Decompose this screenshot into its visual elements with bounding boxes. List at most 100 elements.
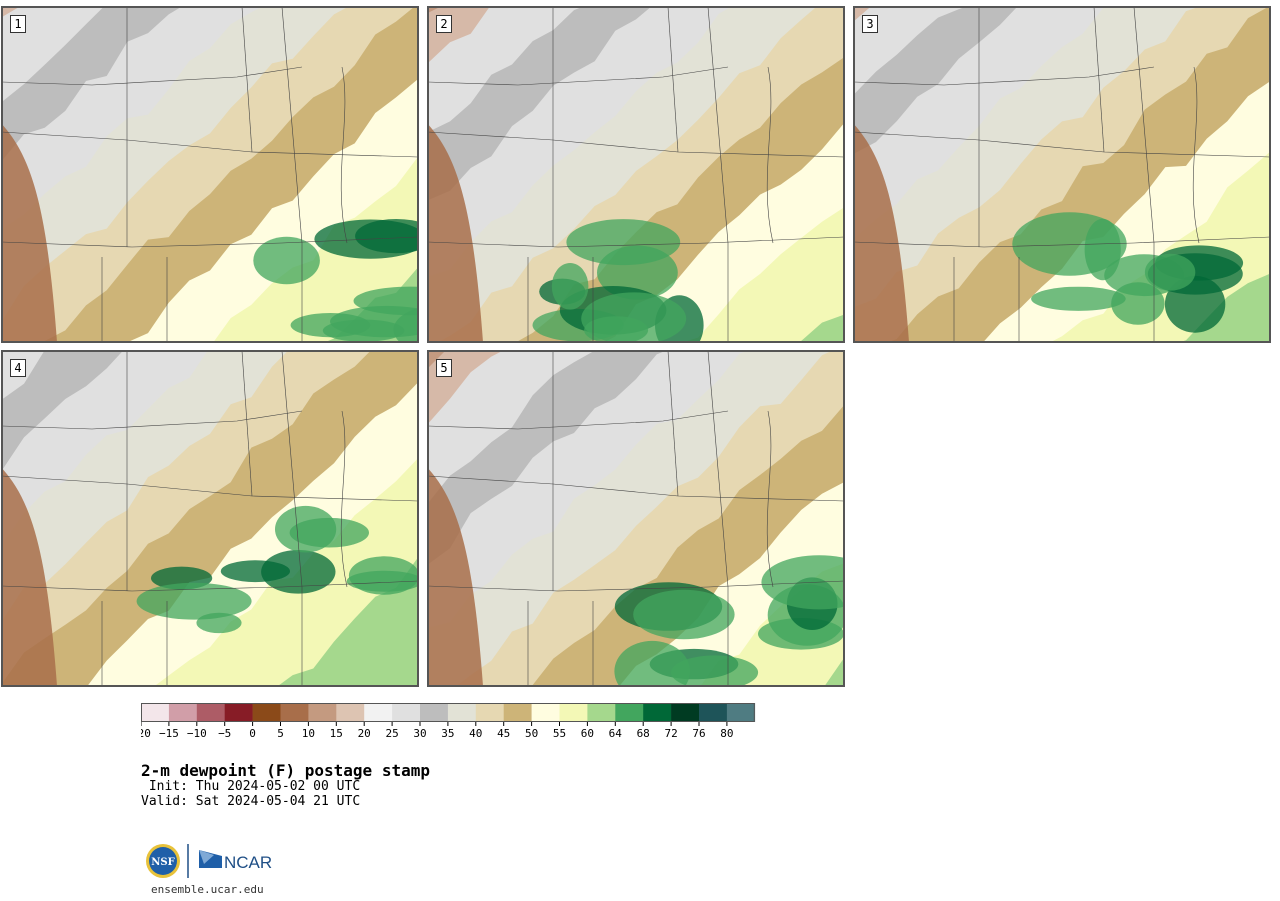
colorbar-swatch: [671, 703, 700, 722]
colorbar-swatch: [643, 703, 672, 722]
state-border: [1093, 7, 1105, 153]
state-border: [281, 7, 303, 244]
state-border: [241, 351, 253, 497]
state-border: [667, 7, 679, 153]
member-number: 4: [10, 359, 26, 377]
panel-frame: [428, 351, 844, 686]
moisture-cell: [261, 550, 336, 594]
dewpoint-band: [428, 124, 844, 342]
moisture-cell: [136, 582, 252, 620]
moisture-cell: [275, 505, 337, 553]
colorbar-label: 80: [720, 727, 733, 740]
member-number: 2: [436, 15, 452, 33]
moisture-cell: [220, 560, 290, 583]
state-border: [854, 131, 1270, 158]
stamp-panel-5: 5: [427, 350, 845, 687]
colorbar-label: 60: [581, 727, 594, 740]
state-border: [667, 351, 679, 497]
moisture-cell: [671, 655, 759, 686]
moisture-cell: [581, 292, 687, 342]
plot-title: 2-m dewpoint (F) postage stamp: [141, 761, 430, 780]
colorbar-label: 55: [553, 727, 566, 740]
ncar-logo-text: NCAR: [224, 853, 272, 872]
init-time: Init: Thu 2024-05-02 00 UTC: [141, 779, 361, 794]
state-border: [2, 580, 418, 592]
state-border: [766, 66, 774, 244]
state-border: [340, 66, 348, 244]
colorbar-swatch: [420, 703, 449, 722]
moisture-cell: [566, 219, 681, 266]
dewpoint-band: [2, 157, 418, 342]
colorbar-swatch: [141, 703, 170, 722]
colorbar-swatch: [280, 703, 309, 722]
colorbar-label: 20: [358, 727, 371, 740]
colorbar-swatch: [587, 703, 616, 722]
mountain-region: [428, 468, 483, 686]
stamp-panel-3: 3: [853, 6, 1271, 343]
moisture-cell: [353, 286, 418, 316]
colorbar-swatch: [308, 703, 337, 722]
colorbar-label: 5: [277, 727, 284, 740]
colorbar-label: −20: [141, 727, 151, 740]
colorbar-label: −10: [187, 727, 207, 740]
colorbar-label: 15: [330, 727, 343, 740]
moisture-cell: [1144, 253, 1196, 291]
colorbar-frame: [141, 703, 755, 722]
stamp-panel-4: 4: [1, 350, 419, 687]
state-border: [428, 580, 844, 592]
dewpoint-band: [854, 151, 1270, 342]
dewpoint-band: [428, 561, 844, 686]
dewpoint-band: [428, 206, 844, 342]
member-number: 1: [10, 15, 26, 33]
moisture-cell: [355, 219, 418, 254]
stamp-panel-1: 1: [1, 6, 419, 343]
dewpoint-band: [428, 482, 844, 686]
nsf-logo-text: NSF: [151, 857, 174, 868]
dewpoint-map: [2, 351, 418, 686]
state-border: [340, 410, 348, 588]
colorbar-label: −15: [159, 727, 179, 740]
site-url[interactable]: ensemble.ucar.edu: [151, 883, 264, 896]
colorbar-label: 35: [441, 727, 454, 740]
colorbar-label: 0: [249, 727, 256, 740]
state-border: [2, 131, 418, 158]
state-border: [2, 66, 303, 86]
moisture-cell: [761, 555, 844, 610]
dewpoint-map: [854, 7, 1270, 342]
colorbar-label: 68: [637, 727, 650, 740]
state-border: [428, 131, 844, 158]
moisture-cell: [633, 589, 735, 640]
colorbar-label: 25: [385, 727, 398, 740]
dewpoint-map: [428, 351, 844, 686]
state-border: [766, 410, 774, 588]
state-border: [428, 475, 844, 502]
colorbar-swatch: [336, 703, 365, 722]
nsf-logo: NSF: [146, 844, 180, 878]
colorbar-label: 76: [692, 727, 705, 740]
colorbar-swatch: [364, 703, 393, 722]
colorbar-label: 72: [664, 727, 677, 740]
colorbar-swatch: [447, 703, 477, 722]
colorbar: −20 −15 −10 −5 0 5 10 15 20 25 30 35 40 45 50 55 60 64 68 7…: [141, 703, 756, 740]
colorbar-label: −5: [218, 727, 231, 740]
colorbar-swatch: [503, 703, 532, 722]
colorbar-swatch: [531, 703, 560, 722]
dewpoint-band: [2, 458, 418, 686]
state-border: [2, 410, 303, 430]
colorbar-swatch: [699, 703, 728, 722]
panel-frame: [2, 351, 418, 686]
dewpoint-band: [2, 558, 418, 686]
moisture-cell: [290, 313, 371, 338]
member-number: 5: [436, 359, 452, 377]
state-border: [428, 410, 729, 430]
colorbar-swatch: [168, 703, 198, 722]
state-border: [281, 351, 303, 588]
panel-frame: [854, 7, 1270, 342]
moisture-cell: [346, 570, 418, 592]
colorbar-label: 64: [609, 727, 623, 740]
state-border: [1133, 7, 1155, 244]
moisture-cell: [1012, 212, 1127, 276]
colorbar-swatch: [726, 703, 756, 722]
moisture-cell: [551, 263, 589, 310]
colorbar-swatch: [224, 703, 253, 722]
